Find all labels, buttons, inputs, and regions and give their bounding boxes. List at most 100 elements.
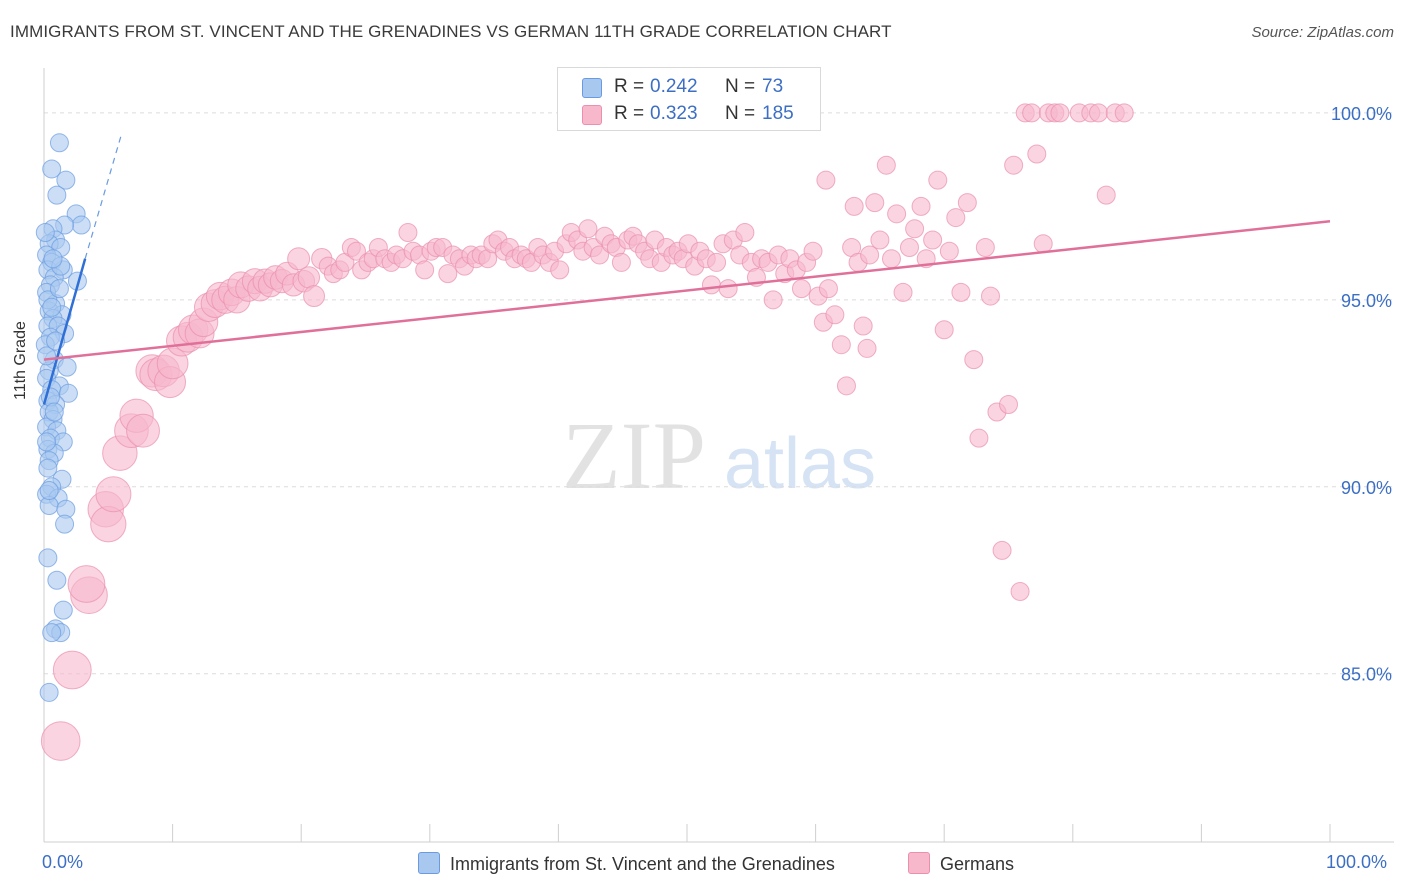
trend-lines: [42, 135, 1331, 405]
bottom-legend-label-germans: Germans: [940, 854, 1015, 874]
legend-n-value-germans: 185: [762, 103, 794, 124]
legend-n-label: N =: [725, 103, 756, 124]
point-immigrants: [49, 133, 69, 153]
y-axis-label: 11th Grade: [12, 321, 29, 400]
point-immigrants: [42, 623, 62, 643]
chart-title: IMMIGRANTS FROM ST. VINCENT AND THE GREN…: [10, 22, 892, 41]
point-germans: [975, 237, 995, 257]
point-immigrants: [37, 432, 57, 452]
y-tick-label: 95.0%: [1341, 291, 1392, 311]
watermark: ZIP atlas: [562, 402, 876, 509]
point-germans: [90, 506, 127, 543]
point-germans: [857, 338, 877, 358]
bottom-legend-swatch-germans: [908, 852, 930, 874]
point-immigrants: [57, 357, 77, 377]
legend-n-label: N =: [725, 76, 756, 97]
point-germans: [578, 219, 598, 239]
point-germans: [899, 237, 919, 257]
point-germans: [1004, 155, 1024, 175]
point-germans: [398, 223, 418, 243]
point-germans: [934, 320, 954, 340]
axes: [43, 68, 1394, 843]
point-immigrants: [39, 682, 59, 702]
point-germans: [870, 230, 890, 250]
bottom-legend-germans: Germans: [908, 852, 1014, 875]
point-immigrants: [58, 383, 78, 403]
point-germans: [590, 245, 610, 265]
y-tick-label: 100.0%: [1331, 104, 1392, 124]
point-immigrants: [49, 279, 69, 299]
legend-r-value-germans: 0.323: [650, 103, 698, 124]
point-germans: [611, 252, 631, 272]
point-germans: [844, 196, 864, 216]
point-immigrants: [71, 215, 91, 235]
point-germans: [701, 275, 721, 295]
point-germans: [957, 193, 977, 213]
point-immigrants: [42, 297, 62, 317]
point-germans: [831, 335, 851, 355]
point-germans: [1050, 103, 1070, 123]
watermark-atlas: atlas: [724, 424, 876, 504]
point-immigrants: [37, 346, 57, 366]
point-immigrants: [53, 600, 73, 620]
point-germans: [865, 193, 885, 213]
point-germans: [1010, 581, 1030, 601]
point-germans: [1033, 234, 1053, 254]
point-germans: [1114, 103, 1134, 123]
point-immigrants: [38, 548, 58, 568]
point-immigrants: [56, 170, 76, 190]
x-tick-label-min: 0.0%: [42, 852, 84, 872]
point-germans: [303, 285, 326, 308]
legend-r-value-immigrants: 0.242: [650, 76, 698, 97]
legend-n-value-immigrants: 73: [762, 76, 784, 97]
point-germans: [893, 282, 913, 302]
point-germans: [803, 241, 823, 261]
point-germans: [836, 376, 856, 396]
point-germans: [1027, 144, 1047, 164]
legend: R = 0.242 N = 73 R = 0.323 N = 185: [557, 67, 821, 131]
point-germans: [911, 196, 931, 216]
point-germans: [853, 316, 873, 336]
legend-r-label: R =: [614, 103, 645, 124]
trend-line-immigrants: [42, 258, 87, 405]
point-germans: [818, 279, 838, 299]
point-germans: [67, 565, 106, 603]
point-immigrants: [35, 223, 55, 243]
point-germans: [860, 245, 880, 265]
legend-swatch-immigrants: [582, 78, 602, 98]
data-points: [35, 103, 1134, 761]
point-germans: [946, 208, 966, 228]
point-germans: [52, 650, 92, 690]
grid-lines: [44, 112, 1394, 675]
source-label: Source: ZipAtlas.com: [1251, 24, 1394, 41]
trend-line-germans: [43, 220, 1331, 361]
point-germans: [126, 413, 160, 448]
point-germans: [923, 230, 943, 250]
legend-swatch-germans: [582, 105, 602, 125]
point-immigrants: [42, 159, 62, 179]
watermark-zip: ZIP: [562, 402, 706, 509]
point-immigrants: [43, 249, 63, 269]
point-germans: [999, 395, 1018, 415]
point-germans: [707, 252, 727, 272]
bottom-legend-label-immigrants: Immigrants from St. Vincent and the Gren…: [450, 854, 835, 874]
point-immigrants: [44, 402, 64, 422]
point-germans: [718, 279, 738, 299]
point-germans: [980, 286, 1000, 306]
point-immigrants: [38, 458, 58, 478]
trend-line-immigrants-extension: [84, 135, 122, 259]
point-germans: [905, 219, 925, 239]
y-tick-label: 90.0%: [1341, 478, 1392, 498]
legend-r-label: R =: [614, 76, 645, 97]
point-immigrants: [47, 185, 67, 205]
point-immigrants: [55, 514, 75, 534]
bottom-legend-swatch-immigrants: [418, 852, 440, 874]
point-germans: [791, 279, 811, 299]
point-immigrants: [39, 481, 59, 501]
point-germans: [816, 170, 836, 190]
point-germans: [297, 266, 321, 289]
point-germans: [763, 290, 783, 310]
point-germans: [287, 247, 311, 271]
y-tick-label: 85.0%: [1341, 665, 1392, 685]
